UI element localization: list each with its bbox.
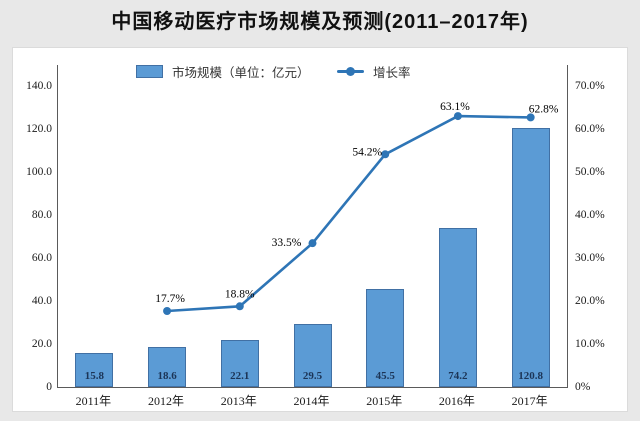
growth-rate-line-layer: 17.7% 18.8% 33.5% 54.2% 63.1% 62.8% [155, 101, 559, 316]
bar-value-label: 15.8 [84, 370, 104, 382]
right-axis-tick-label: 0% [575, 381, 591, 393]
left-axis-tick-label: 120.0 [26, 123, 52, 136]
line-swatch-dot [346, 66, 355, 76]
right-axis-tick-label: 20.0% [575, 295, 605, 308]
left-axis-tick-label: 100.0 [26, 166, 52, 179]
right-axis-tick-label: 40.0% [575, 209, 605, 222]
x-axis-label-2013: 2013年 [220, 394, 257, 408]
bar-2016: 74.2 [438, 227, 477, 387]
data-point-label: 17.7% [155, 293, 185, 305]
bar-2013: 22.1 [220, 339, 259, 387]
x-axis-label-2016: 2016年 [438, 394, 475, 408]
x-axis-label-2011: 2011年 [75, 394, 112, 408]
bar-2012: 18.6 [148, 347, 187, 387]
line-series-swatch-icon [337, 65, 364, 78]
x-axis-label-2015: 2015年 [366, 394, 403, 408]
data-point-marker [453, 112, 462, 121]
x-axis-label-2012: 2012年 [148, 394, 185, 408]
bar-value-label: 29.5 [302, 370, 323, 382]
chart-title: 中国移动医疗市场规模及预测(2011–2017年) [111, 11, 529, 33]
bar-2014: 29.5 [293, 323, 332, 387]
bar-value-label: 120.8 [518, 370, 544, 382]
bar-value-label: 74.2 [448, 370, 468, 382]
legend-label-market-size: 市场规模（单位：亿元） [172, 65, 310, 80]
bar-value-label: 22.1 [230, 370, 250, 382]
left-axis-tick-label: 20.0 [31, 338, 52, 351]
bar-value-label: 18.6 [157, 370, 177, 382]
legend-item-growth-rate: 增长率 [337, 62, 411, 80]
bar-series-swatch-icon [136, 64, 163, 78]
data-point-label: 18.8% [225, 288, 255, 300]
data-point-label: 62.8% [529, 103, 559, 115]
plot-area: 15.8 18.6 22.1 29.5 45.5 74.2 120.8 17.7% 18.8% 3… [57, 65, 568, 388]
legend-item-market-size: 市场规模（单位：亿元） [136, 62, 310, 80]
legend-label-growth-rate: 增长率 [373, 65, 411, 80]
left-axis-tick-label: 60.0 [31, 252, 52, 265]
data-point-marker [308, 239, 317, 248]
right-axis-tick-label: 10.0% [575, 338, 605, 351]
growth-rate-line [167, 114, 531, 313]
bar-2017: 120.8 [511, 127, 550, 387]
right-axis-tick-label: 30.0% [575, 252, 605, 265]
left-axis-tick-label: 80.0 [31, 209, 52, 222]
data-point-label: 54.2% [352, 146, 382, 158]
data-point-marker [235, 302, 244, 311]
data-point-marker [526, 113, 535, 122]
left-axis-tick-label: 40.0 [31, 295, 52, 308]
left-axis-tick-label: 0 [46, 381, 52, 393]
data-point-label: 63.1% [440, 101, 470, 113]
bar-value-label: 45.5 [375, 370, 395, 382]
bar-2015: 45.5 [366, 289, 405, 387]
bar-2011: 15.8 [75, 353, 114, 387]
data-point-marker [163, 307, 172, 316]
x-axis-label-2017: 2017年 [511, 394, 548, 408]
x-axis-label-2014: 2014年 [293, 394, 330, 408]
right-axis-tick-label: 50.0% [575, 166, 605, 179]
data-point-label: 33.5% [272, 237, 302, 249]
right-axis-tick-label: 60.0% [575, 123, 605, 136]
data-point-marker [381, 150, 390, 159]
right-axis-tick-label: 70.0% [575, 80, 605, 93]
left-axis-tick-label: 140.0 [26, 80, 52, 93]
